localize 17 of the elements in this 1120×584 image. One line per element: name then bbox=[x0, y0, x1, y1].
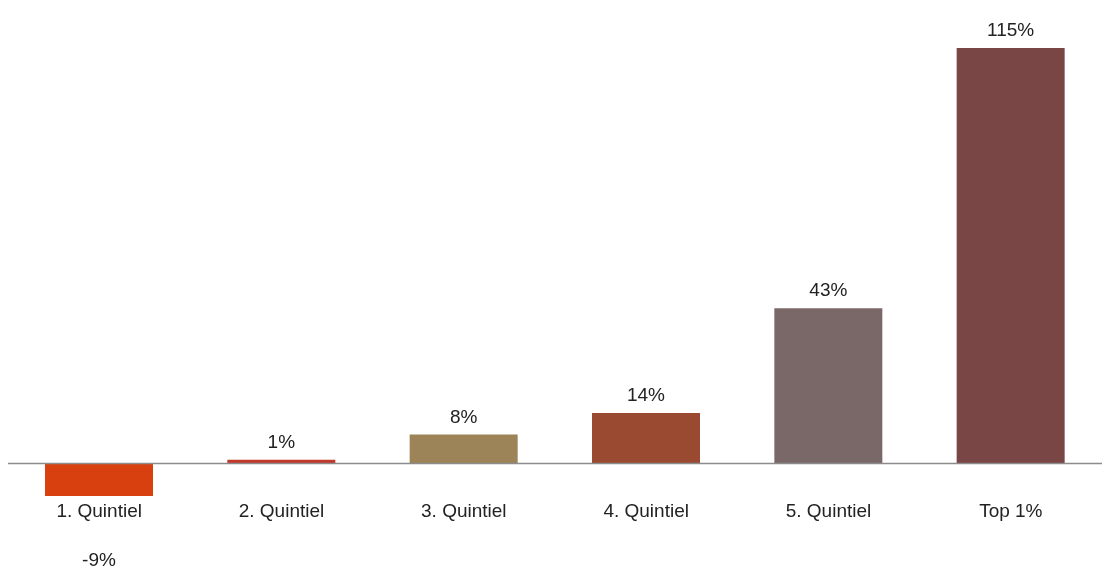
x-tick-label: 5. Quintiel bbox=[785, 500, 872, 522]
data-label: -9% bbox=[82, 549, 116, 570]
x-tick-label: 1. Quintiel bbox=[56, 500, 142, 522]
bar bbox=[592, 412, 700, 464]
data-label: 14% bbox=[626, 383, 666, 405]
bar bbox=[774, 308, 883, 464]
bar bbox=[409, 434, 518, 464]
x-tick-label: Top 1% bbox=[979, 500, 1043, 522]
bar bbox=[956, 48, 1065, 464]
data-label: 8% bbox=[449, 405, 478, 427]
x-tick-label: 3. Quintiel bbox=[421, 500, 507, 522]
x-tick-label: 4. Quintiel bbox=[603, 500, 689, 522]
data-label: 115% bbox=[987, 19, 1035, 40]
data-label: 43% bbox=[809, 279, 848, 301]
data-label: 1% bbox=[267, 430, 296, 452]
bar bbox=[45, 463, 153, 496]
x-tick-label: 2. Quintiel bbox=[238, 500, 325, 522]
